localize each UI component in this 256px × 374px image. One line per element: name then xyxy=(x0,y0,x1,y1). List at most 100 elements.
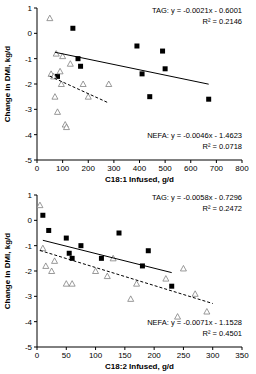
equation-label: NEFA: y = -0.0071x - 1.1528 xyxy=(147,318,242,327)
y-tick xyxy=(34,134,37,135)
y-tick-label: -2 xyxy=(25,267,33,276)
x-axis xyxy=(37,347,242,348)
triangle-point xyxy=(55,109,61,115)
x-tick xyxy=(37,160,38,163)
x-axis-title: C18:2 Infused, g/d xyxy=(105,362,174,371)
y-tick xyxy=(34,296,37,297)
square-point xyxy=(169,284,174,289)
y-tick xyxy=(34,321,37,322)
x-tick xyxy=(66,347,67,350)
triangle-point xyxy=(134,281,140,287)
triangle-point xyxy=(47,15,53,21)
y-tick xyxy=(34,245,37,246)
triangle-point xyxy=(63,281,69,287)
x-tick xyxy=(242,160,243,163)
triangle-point xyxy=(52,258,58,264)
x-tick-label: 700 xyxy=(210,164,224,173)
equation-label: NEFA: y = -0.0046x - 1.4623 xyxy=(147,131,242,140)
y-tick xyxy=(34,8,37,9)
square-point xyxy=(78,64,83,69)
trend-line xyxy=(40,250,213,303)
trend-line xyxy=(43,240,172,272)
square-point xyxy=(163,66,168,71)
x-tick xyxy=(216,160,217,163)
triangle-point xyxy=(49,268,55,274)
y-tick-label: -5 xyxy=(25,156,33,165)
y-tick xyxy=(34,220,37,221)
square-point xyxy=(64,236,69,241)
x-tick xyxy=(242,347,243,350)
x-tick xyxy=(37,347,38,350)
x-tick-label: 200 xyxy=(82,164,96,173)
x-tick-label: 500 xyxy=(158,164,172,173)
square-point xyxy=(146,248,151,253)
x-tick-label: 400 xyxy=(133,164,147,173)
square-point xyxy=(67,251,72,256)
triangle-point xyxy=(85,94,91,100)
x-tick-label: 150 xyxy=(118,351,132,360)
y-tick xyxy=(34,271,37,272)
equation-label: TAG: y = -0.0021x - 0.6001 xyxy=(152,6,242,15)
square-point xyxy=(70,26,75,31)
y-tick-label: -2 xyxy=(25,80,33,89)
x-tick xyxy=(165,160,166,163)
square-point xyxy=(99,256,104,261)
triangle-point xyxy=(40,245,46,251)
triangle-point xyxy=(204,309,210,315)
chart: -5-4-3-2-1010100200300400500600700800C18… xyxy=(3,4,249,184)
x-tick-label: 350 xyxy=(235,351,249,360)
y-tick-label: -1 xyxy=(25,242,33,251)
y-tick-label: 1 xyxy=(28,4,33,13)
y-tick-label: -3 xyxy=(25,105,33,114)
y-axis-title: Change in DMI, kg/d xyxy=(3,46,12,123)
triangle-point xyxy=(52,94,58,100)
chart: -5-4-3-2-101050100150200250300350C18:2 I… xyxy=(3,191,249,371)
figure: -5-4-3-2-1010100200300400500600700800C18… xyxy=(0,0,256,374)
triangle-point xyxy=(192,291,198,297)
x-tick-label: 100 xyxy=(89,351,103,360)
triangle-point xyxy=(43,263,49,269)
y-axis-title: Change in DMI, kg/d xyxy=(3,233,12,310)
x-tick-label: 250 xyxy=(177,351,191,360)
x-tick-label: 0 xyxy=(35,164,40,173)
equation-label: R² = 0.4501 xyxy=(203,329,242,338)
triangle-point xyxy=(106,81,112,87)
y-tick-label: -4 xyxy=(25,131,33,140)
triangle-point xyxy=(63,124,69,130)
x-tick-label: 100 xyxy=(56,164,70,173)
square-point xyxy=(206,97,211,102)
y-tick xyxy=(34,58,37,59)
square-point xyxy=(160,49,165,54)
triangle-point xyxy=(80,81,86,87)
x-tick xyxy=(154,347,155,350)
triangle-point xyxy=(57,68,63,74)
x-tick-label: 300 xyxy=(107,164,121,173)
equation-label: R² = 0.2146 xyxy=(203,17,242,26)
x-tick-label: 600 xyxy=(184,164,198,173)
x-tick xyxy=(88,160,89,163)
equation-label: TAG: y = -0.0058x - 0.7296 xyxy=(152,193,242,202)
square-point xyxy=(40,213,45,218)
trend-line xyxy=(50,76,109,103)
x-tick xyxy=(183,347,184,350)
y-tick xyxy=(34,33,37,34)
square-point xyxy=(117,231,122,236)
triangle-point xyxy=(67,61,73,66)
y-tick xyxy=(34,84,37,85)
marks xyxy=(37,202,213,319)
y-tick xyxy=(34,195,37,196)
x-tick xyxy=(62,160,63,163)
square-point xyxy=(78,243,83,248)
square-point xyxy=(147,94,152,99)
y-tick-label: 0 xyxy=(28,216,33,225)
triangle-point xyxy=(128,296,134,302)
y-tick-label: 0 xyxy=(28,29,33,38)
y-tick-label: -4 xyxy=(25,318,33,327)
y-tick-label: -5 xyxy=(25,343,33,352)
equation-label: R² = 0.2472 xyxy=(203,204,242,213)
triangle-point xyxy=(93,268,99,274)
x-tick xyxy=(124,347,125,350)
x-axis-title: C18:1 Infused, g/d xyxy=(105,175,174,184)
x-tick-label: 300 xyxy=(206,351,220,360)
square-point xyxy=(134,44,139,49)
